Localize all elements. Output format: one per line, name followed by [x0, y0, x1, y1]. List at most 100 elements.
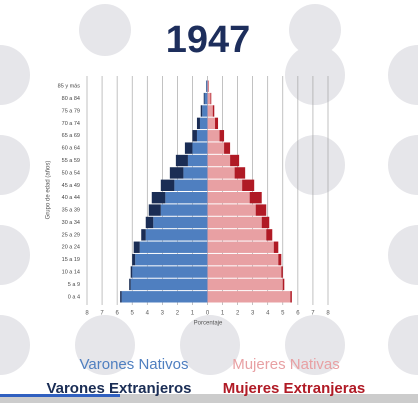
- chart-title: 1947: [166, 19, 251, 61]
- bar: [187, 154, 208, 167]
- bar: [207, 80, 209, 92]
- bar: [184, 142, 193, 154]
- bar: [121, 291, 208, 303]
- bar: [207, 241, 274, 253]
- y-tick-label: 20 a 24: [62, 245, 80, 251]
- bar: [133, 241, 140, 253]
- bar: [200, 105, 203, 117]
- bar: [210, 92, 212, 105]
- bar: [139, 241, 208, 253]
- bar: [132, 266, 208, 278]
- x-tick-label: 6: [296, 311, 300, 317]
- y-axis-label: Grupo de edad (años): [46, 161, 52, 220]
- y-tick-label: 80 a 84: [62, 96, 80, 102]
- bar: [281, 266, 283, 278]
- bar: [160, 179, 175, 191]
- bar: [273, 241, 279, 253]
- bar: [135, 253, 208, 266]
- bar: [129, 278, 131, 291]
- y-tick-label: 0 a 4: [68, 294, 80, 300]
- bar: [261, 216, 270, 229]
- legend-label: Varones Extranjeros: [46, 380, 191, 397]
- bar: [169, 167, 184, 179]
- bar: [207, 130, 220, 142]
- background-pattern: [0, 4, 418, 375]
- bar: [234, 167, 246, 179]
- bar: [215, 117, 219, 130]
- legend-label: Mujeres Extranjeras: [223, 380, 366, 397]
- y-tick-label: 50 a 54: [62, 170, 80, 176]
- y-tick-label: 5 a 9: [68, 282, 80, 288]
- x-tick-label: 7: [100, 311, 104, 317]
- y-tick-label: 15 a 19: [62, 257, 80, 263]
- bar: [192, 142, 208, 154]
- x-tick-label: 3: [161, 311, 165, 317]
- y-tick-label: 40 a 44: [62, 195, 80, 201]
- bar: [204, 92, 208, 105]
- y-tick-label: 35 a 39: [62, 208, 80, 214]
- x-tick-label: 1: [221, 311, 225, 317]
- x-tick-label: 4: [146, 311, 150, 317]
- bar: [207, 167, 235, 179]
- bar: [130, 266, 133, 278]
- bar: [196, 117, 200, 130]
- bar: [207, 92, 211, 105]
- bar: [160, 204, 208, 216]
- bar: [207, 266, 282, 278]
- bar: [148, 204, 161, 216]
- bar: [120, 291, 122, 303]
- video-bar: [0, 394, 418, 403]
- bar: [207, 192, 250, 204]
- bar: [207, 117, 216, 130]
- bar: [207, 253, 279, 266]
- bar: [202, 105, 208, 117]
- bar: [224, 142, 231, 154]
- x-axis-label: Porcentaje: [194, 321, 223, 327]
- x-tick-label: 2: [176, 311, 180, 317]
- y-tick-label: 10 a 14: [62, 269, 80, 275]
- bar: [207, 179, 243, 191]
- bar: [130, 278, 208, 291]
- legend-label: Varones Nativos: [80, 356, 189, 373]
- y-tick-label: 55 a 59: [62, 158, 80, 164]
- x-tick-label: 8: [85, 311, 89, 317]
- bar: [196, 130, 208, 142]
- bar: [141, 229, 146, 241]
- x-tick-label: 6: [115, 311, 119, 317]
- bar: [249, 192, 262, 204]
- bar: [174, 179, 208, 191]
- bar: [219, 130, 225, 142]
- y-tick-label: 65 a 69: [62, 133, 80, 139]
- x-tick-label: 1: [191, 311, 195, 317]
- bar: [207, 229, 267, 241]
- bar: [132, 253, 136, 266]
- bar: [242, 179, 255, 191]
- bar: [207, 142, 225, 154]
- bar: [192, 130, 197, 142]
- bar: [230, 154, 240, 167]
- y-tick-label: 60 a 64: [62, 146, 80, 152]
- bar: [207, 204, 256, 216]
- legend-label: Mujeres Nativas: [232, 356, 340, 373]
- bar: [203, 92, 205, 105]
- x-tick-label: 5: [131, 311, 135, 317]
- x-tick-label: 2: [236, 311, 240, 317]
- y-tick-label: 70 a 74: [62, 121, 80, 127]
- bar: [145, 229, 208, 241]
- bar: [153, 216, 208, 229]
- bar: [207, 105, 213, 117]
- y-tick-label: 45 a 49: [62, 183, 80, 189]
- y-tick-label: 75 a 79: [62, 108, 80, 114]
- y-tick-label: 85 y más: [58, 84, 81, 90]
- bar: [206, 80, 208, 92]
- bar: [199, 117, 208, 130]
- bar: [255, 204, 267, 216]
- x-tick-label: 7: [311, 311, 315, 317]
- x-tick-label: 3: [251, 311, 255, 317]
- bar: [165, 192, 208, 204]
- x-tick-label: 8: [326, 311, 330, 317]
- video-progress: [0, 394, 120, 397]
- bar: [183, 167, 208, 179]
- bar: [151, 192, 166, 204]
